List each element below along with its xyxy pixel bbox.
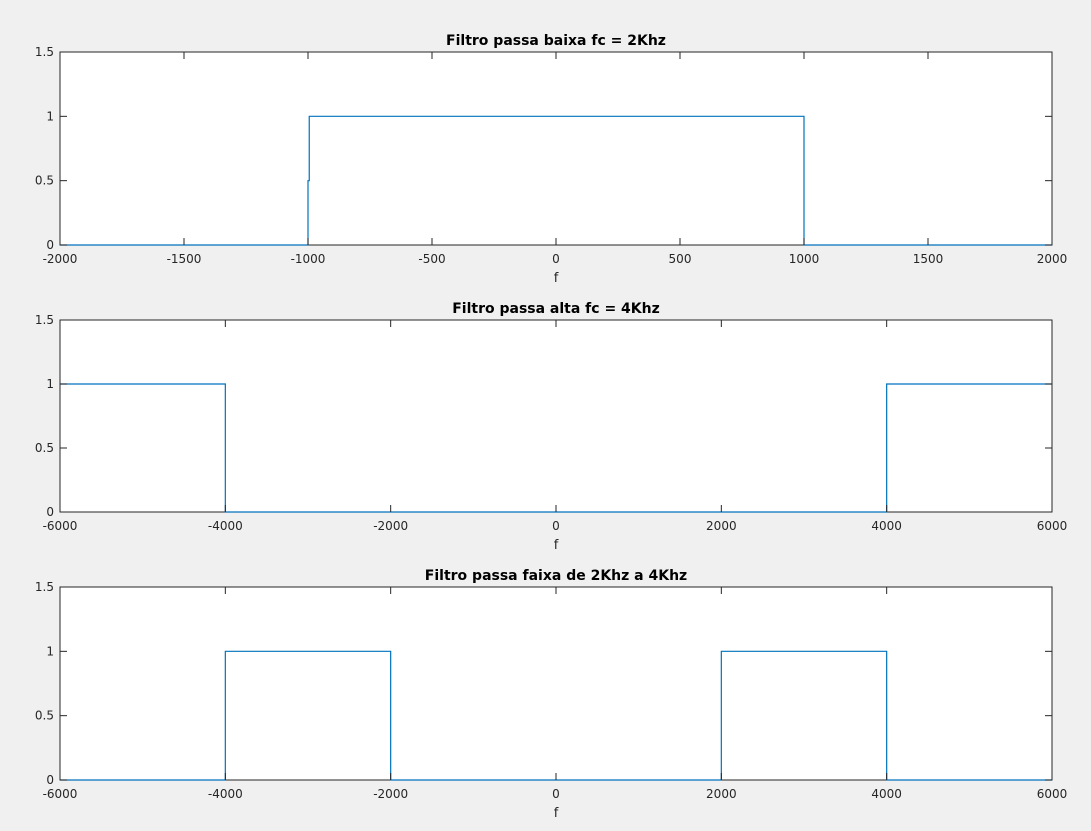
series-line [60,115,1052,246]
plot-area [59,586,1053,781]
x-tick-label: 500 [669,252,692,266]
y-tick-label: 0 [46,238,54,252]
chart-2: -6000 -4000 -2000 0 2000 4000 6000 0 0.5 1 1.5 f Fil… [35,301,1067,553]
x-tick-label: 0 [552,252,560,266]
x-tick-label: 2000 [706,787,737,801]
x-tick-label: -2000 [373,519,408,533]
x-tick-label: -1500 [167,252,202,266]
chart-1: -2000 -1500 -1000 -500 0 500 1000 1500 2000 0 0.5 1… [35,33,1067,286]
x-tick-label: -4000 [208,519,243,533]
x-tick-label: 4000 [871,787,902,801]
x-tick-label: 2000 [1037,252,1068,266]
series-group [60,115,1052,246]
x-axis-label: f [554,538,559,553]
y-tick-label: 0.5 [35,174,54,188]
x-tick-label: 6000 [1037,787,1068,801]
x-tick-label: 2000 [706,519,737,533]
y-tick-label: 1.5 [35,580,54,594]
x-tick-label: -2000 [43,252,78,266]
x-tick-label: 0 [552,787,560,801]
x-tick-label: -4000 [208,787,243,801]
x-axis-label: f [554,271,559,286]
y-tick-label: 1 [46,377,54,391]
x-tick-label: -500 [418,252,445,266]
x-tick-label: 1000 [789,252,820,266]
x-tick-label: -6000 [43,787,78,801]
x-tick-label: 0 [552,519,560,533]
y-tick-label: 0.5 [35,441,54,455]
chart-title: Filtro passa alta fc = 4Khz [452,301,660,317]
y-tick-label: 1.5 [35,45,54,59]
x-tick-label: -6000 [43,519,78,533]
x-tick-label: -2000 [373,787,408,801]
chart-title: Filtro passa faixa de 2Khz a 4Khz [425,568,687,584]
x-tick-label: 4000 [871,519,902,533]
y-tick-label: 0.5 [35,709,54,723]
x-axis-label: f [554,806,559,821]
y-tick-label: 0 [46,773,54,787]
plot-area [59,319,1053,513]
y-tick-label: 0 [46,505,54,519]
x-tick-label: -1000 [291,252,326,266]
x-tick-label: 1500 [913,252,944,266]
y-tick-label: 1 [46,109,54,123]
y-tick-label: 1 [46,644,54,658]
y-tick-label: 1.5 [35,313,54,327]
x-tick-label: 6000 [1037,519,1068,533]
chart-3: -6000 -4000 -2000 0 2000 4000 6000 0 0.5 1 1.5 f Fil… [35,568,1067,821]
plot-area [59,51,1053,246]
chart-title: Filtro passa baixa fc = 2Khz [446,33,666,49]
